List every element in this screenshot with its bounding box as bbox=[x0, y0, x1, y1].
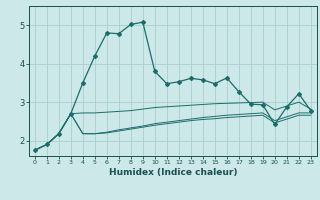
X-axis label: Humidex (Indice chaleur): Humidex (Indice chaleur) bbox=[108, 168, 237, 177]
